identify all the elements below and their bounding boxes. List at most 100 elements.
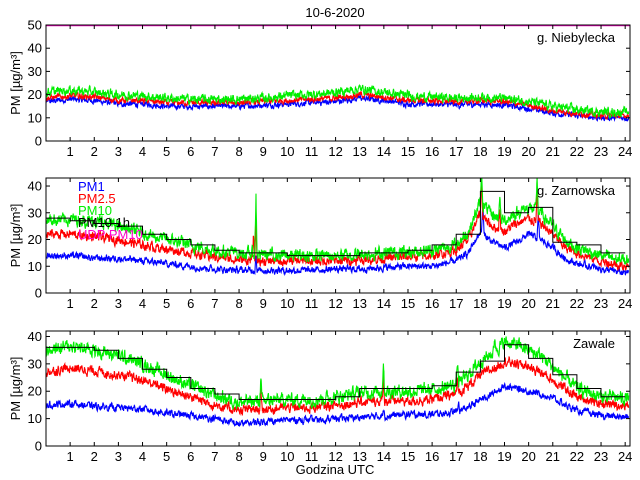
x-tick-label: 22 [570, 449, 584, 464]
x-tick-label: 10 [280, 449, 294, 464]
x-tick-label: 3 [115, 144, 122, 159]
x-tick-label: 17 [449, 144, 463, 159]
y-tick-label: 0 [35, 134, 42, 149]
x-tick-label: 16 [425, 144, 439, 159]
legend-entry: PM10 1h [78, 215, 130, 230]
station-label: g. Niebylecka [537, 30, 616, 45]
series-pm1 [46, 203, 629, 277]
plot-area [46, 178, 630, 277]
x-tick-label: 24 [618, 144, 632, 159]
y-tick-label: 10 [28, 110, 42, 125]
x-tick-label: 21 [546, 449, 560, 464]
x-tick-label: 1 [67, 449, 74, 464]
x-tick-label: 23 [594, 144, 608, 159]
x-tick-label: 17 [449, 296, 463, 311]
x-tick-label: 5 [163, 296, 170, 311]
x-tick-label: 9 [260, 449, 267, 464]
x-tick-label: 17 [449, 449, 463, 464]
x-tick-label: 4 [139, 449, 146, 464]
plot-frame [45, 330, 631, 447]
y-tick-label: 0 [35, 286, 42, 301]
chart-title: 10-6-2020 [305, 5, 364, 20]
station-label: Zawale [573, 336, 615, 351]
series-pm25 [46, 90, 630, 121]
y-tick-label: 30 [28, 356, 42, 371]
x-tick-label: 5 [163, 449, 170, 464]
x-tick-label: 13 [352, 144, 366, 159]
series-pm25 [46, 356, 630, 416]
x-tick-label: 9 [260, 296, 267, 311]
x-tick-label: 14 [377, 296, 391, 311]
x-tick-label: 10 [280, 296, 294, 311]
x-tick-label: 6 [187, 296, 194, 311]
legend-entry: UDP PM10 [78, 227, 143, 242]
y-tick-label: 20 [28, 384, 42, 399]
x-tick-label: 20 [521, 449, 535, 464]
legend-entry: PM1 [78, 179, 105, 194]
y-tick-label: 20 [28, 232, 42, 247]
x-tick-label: 8 [235, 144, 242, 159]
x-axis-label: Godzina UTC [296, 462, 375, 477]
x-tick-label: 15 [401, 449, 415, 464]
x-tick-label: 12 [328, 449, 342, 464]
plot-area [46, 25, 630, 123]
x-tick-label: 12 [328, 296, 342, 311]
x-tick-label: 2 [91, 144, 98, 159]
y-tick-label: 40 [28, 329, 42, 344]
x-tick-label: 19 [497, 144, 511, 159]
x-tick-label: 15 [401, 296, 415, 311]
x-tick-label: 22 [570, 144, 584, 159]
x-tick-label: 11 [305, 449, 319, 464]
y-tick-label: 10 [28, 411, 42, 426]
legend-entry: PM2.5 [78, 191, 116, 206]
x-tick-label: 18 [473, 296, 487, 311]
x-tick-label: 19 [497, 296, 511, 311]
x-tick-label: 2 [91, 296, 98, 311]
x-tick-label: 20 [521, 144, 535, 159]
y-tick-label: 0 [35, 439, 42, 454]
y-tick-label: 30 [28, 64, 42, 79]
x-tick-label: 24 [618, 296, 632, 311]
x-tick-label: 11 [305, 144, 319, 159]
x-tick-label: 12 [328, 144, 342, 159]
x-tick-label: 21 [546, 144, 560, 159]
x-tick-label: 8 [235, 449, 242, 464]
x-tick-label: 7 [211, 144, 218, 159]
series-pm10 [46, 336, 630, 411]
x-tick-label: 16 [425, 296, 439, 311]
x-tick-label: 9 [260, 144, 267, 159]
x-tick-label: 22 [570, 296, 584, 311]
station-label: g. Zarnowska [537, 183, 616, 198]
x-tick-label: 6 [187, 144, 194, 159]
x-tick-label: 2 [91, 449, 98, 464]
y-tick-label: 50 [28, 18, 42, 33]
x-tick-label: 21 [546, 296, 560, 311]
x-tick-label: 6 [187, 449, 194, 464]
x-tick-label: 3 [115, 449, 122, 464]
series-pm1 [46, 381, 630, 428]
x-tick-label: 24 [618, 449, 632, 464]
x-tick-label: 15 [401, 144, 415, 159]
x-tick-label: 7 [211, 296, 218, 311]
plot-frame [45, 177, 631, 294]
plot-frame [45, 24, 631, 142]
x-tick-label: 3 [115, 296, 122, 311]
y-tick-label: 10 [28, 259, 42, 274]
y-axis-label: PM [µg/m³] [8, 204, 23, 268]
x-tick-label: 19 [497, 449, 511, 464]
x-tick-label: 20 [521, 296, 535, 311]
legend-entry: PM10 [78, 203, 112, 218]
x-tick-label: 4 [139, 144, 146, 159]
x-tick-label: 4 [139, 296, 146, 311]
x-tick-label: 16 [425, 449, 439, 464]
x-tick-label: 14 [377, 144, 391, 159]
x-tick-label: 10 [280, 144, 294, 159]
x-tick-label: 1 [67, 296, 74, 311]
x-tick-label: 23 [594, 449, 608, 464]
series-pm10-1h [46, 344, 626, 400]
x-tick-label: 11 [305, 296, 319, 311]
